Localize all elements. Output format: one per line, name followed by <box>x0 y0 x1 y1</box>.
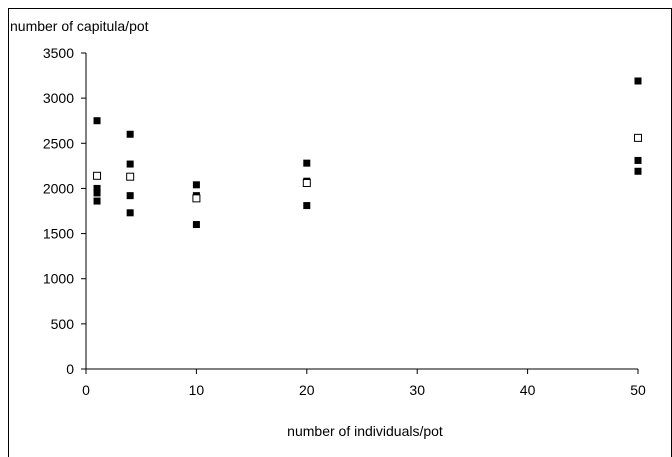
open-square-point-1-4 <box>634 133 642 142</box>
data-points <box>93 77 642 229</box>
open-square-point-1-3 <box>302 179 311 188</box>
y-tick-label: 0 <box>66 361 74 377</box>
open-square-point-1-1 <box>126 172 135 181</box>
open-square-point-1-0 <box>93 171 102 180</box>
filled-square-point-0-3 <box>93 197 101 205</box>
y-tick-label: 3500 <box>43 45 74 61</box>
axes: 0 500 1000 1500 2000 2500 3000 3500 0 10 20 30 40 50 <box>43 45 646 398</box>
filled-square-point-0-16 <box>634 167 642 175</box>
filled-square-point-0-14 <box>634 77 642 85</box>
x-tick-label: 50 <box>630 382 646 398</box>
y-tick-label: 1500 <box>43 226 74 242</box>
filled-square-point-0-10 <box>192 221 200 229</box>
y-tick-label: 2500 <box>43 135 74 151</box>
x-tick-label: 30 <box>409 382 425 398</box>
x-tick-label: 40 <box>520 382 536 398</box>
filled-square-point-0-13 <box>303 202 311 210</box>
filled-square-point-0-11 <box>303 159 311 167</box>
filled-square-point-0-8 <box>192 181 200 189</box>
filled-square-point-0-15 <box>634 156 642 164</box>
filled-square-point-0-7 <box>126 209 134 217</box>
x-tick-label: 0 <box>82 382 90 398</box>
y-tick-label: 500 <box>51 316 75 332</box>
x-tick-label: 10 <box>189 382 205 398</box>
filled-square-point-0-0 <box>93 117 101 125</box>
filled-square-point-0-6 <box>126 192 134 200</box>
y-tick-label: 2000 <box>43 180 74 196</box>
filled-square-point-0-2 <box>93 189 101 197</box>
y-tick-label: 3000 <box>43 90 74 106</box>
x-tick-label: 20 <box>299 382 315 398</box>
x-axis-label: number of individuals/pot <box>287 423 443 439</box>
filled-square-point-0-1 <box>93 184 101 192</box>
filled-square-point-0-4 <box>126 130 134 138</box>
open-square-point-1-2 <box>192 194 201 203</box>
y-axis-label: number of capitula/pot <box>10 18 149 34</box>
y-tick-label: 1000 <box>43 271 74 287</box>
filled-square-point-0-5 <box>126 160 134 168</box>
